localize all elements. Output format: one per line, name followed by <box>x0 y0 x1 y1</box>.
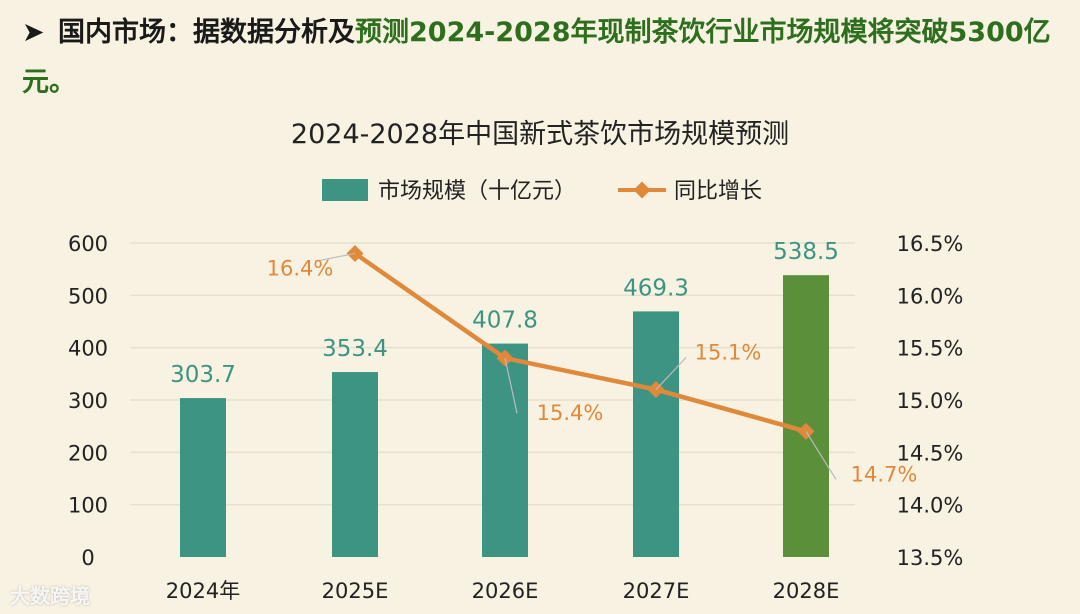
y-left-tick-label: 200 <box>68 441 108 465</box>
legend-bar-swatch <box>322 179 368 201</box>
y-right-tick-label: 15.0% <box>897 389 964 413</box>
growth-leader-line <box>314 252 356 263</box>
bar-2024年 <box>180 398 226 557</box>
growth-leader-line <box>805 431 837 480</box>
headline-lead: 国内市场：据数据分析及 <box>58 17 355 48</box>
growth-data-label: 15.1% <box>695 341 762 365</box>
legend-line-marker <box>633 181 651 199</box>
x-tick-label: 2028E <box>773 579 840 603</box>
bar-data-label: 303.7 <box>170 362 236 388</box>
growth-leader-line <box>504 358 518 414</box>
growth-line <box>353 251 807 434</box>
bar-data-label: 353.4 <box>322 336 388 362</box>
bar-data-label: 407.8 <box>472 308 538 334</box>
y-left-tick-label: 300 <box>68 389 108 413</box>
y-left-tick-label: 100 <box>68 494 108 518</box>
y-right-tick-label: 14.0% <box>897 494 964 518</box>
watermark: 大数跨境 <box>10 584 90 608</box>
legend-line-label: 同比增长 <box>674 179 762 204</box>
x-tick-label: 2027E <box>623 579 690 603</box>
arrow-bullet-icon: ➤ <box>22 17 45 48</box>
legend-bar-label: 市场规模（十亿元） <box>378 179 576 204</box>
y-left-tick-label: 500 <box>68 284 108 308</box>
headline: ➤ 国内市场：据数据分析及预测2024-2028年现制茶饮行业市场规模将突破530… <box>22 8 1072 108</box>
y-left-tick-label: 600 <box>68 232 108 256</box>
bar-2026E <box>482 343 528 557</box>
chart-title: 2024-2028年中国新式茶饮市场规模预测 <box>291 119 789 150</box>
growth-leader-line <box>655 357 687 390</box>
bar-2025E <box>332 372 378 557</box>
y-right-tick-label: 15.5% <box>897 337 964 361</box>
growth-data-label: 14.7% <box>851 462 918 486</box>
x-tick-label: 2025E <box>322 579 389 603</box>
bar-data-label: 538.5 <box>773 239 839 265</box>
y-left-tick-label: 400 <box>68 337 108 361</box>
bar-2028E <box>783 275 829 557</box>
y-right-tick-label: 16.5% <box>897 232 964 256</box>
x-tick-label: 2026E <box>472 579 539 603</box>
growth-data-label: 16.4% <box>267 256 334 280</box>
bar-data-label: 469.3 <box>623 275 689 301</box>
x-tick-label: 2024年 <box>166 579 240 603</box>
y-left-tick-label: 0 <box>81 546 94 570</box>
bar-2027E <box>633 311 679 557</box>
y-right-tick-label: 16.0% <box>897 284 964 308</box>
y-right-tick-label: 13.5% <box>897 546 964 570</box>
growth-data-label: 15.4% <box>537 401 604 425</box>
y-right-tick-label: 14.5% <box>897 441 964 465</box>
headline-highlight: 预测2024-2028年现制茶饮行业市场规模将突破5300亿元。 <box>22 17 1051 98</box>
